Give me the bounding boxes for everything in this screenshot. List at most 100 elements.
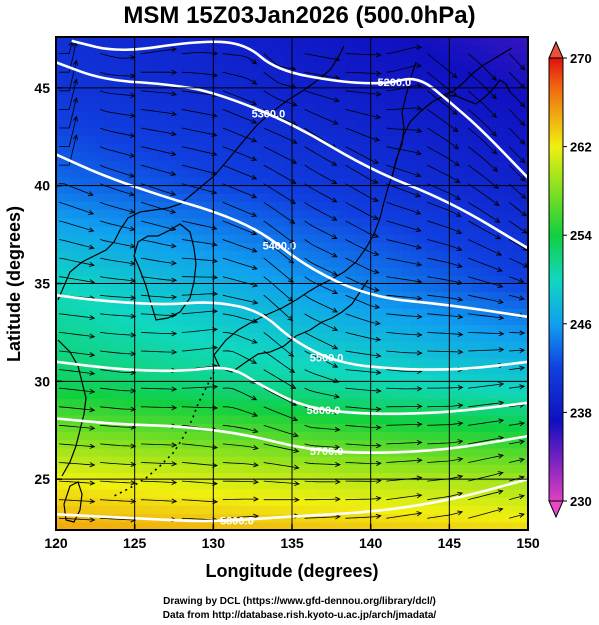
heatmap-cell — [181, 505, 191, 515]
heatmap-cell — [142, 102, 151, 112]
heatmap-cell — [480, 127, 490, 137]
heatmap-cell — [433, 324, 443, 334]
heatmap-cell — [520, 37, 528, 46]
heatmap-cell — [158, 308, 167, 317]
heatmap-cell — [386, 152, 395, 161]
heatmap-cell — [181, 373, 191, 383]
heatmap-cell — [512, 423, 521, 432]
heatmap-cell — [158, 61, 167, 71]
heatmap-cell — [118, 69, 128, 79]
heatmap-cell — [111, 135, 120, 145]
heatmap-cell — [284, 423, 293, 432]
heatmap-cell — [79, 135, 89, 145]
heatmap-cell — [323, 431, 332, 441]
heatmap-cell — [449, 390, 458, 400]
heatmap-cell — [425, 37, 435, 46]
heatmap-cell — [292, 488, 301, 498]
heatmap-cell — [417, 357, 427, 367]
heatmap-cell — [331, 456, 340, 465]
heatmap-cell — [449, 382, 458, 391]
heatmap-cell — [441, 201, 450, 211]
heatmap-cell — [189, 176, 199, 186]
heatmap-cell — [386, 69, 395, 79]
wind-streamline — [345, 462, 381, 465]
heatmap-cell — [79, 267, 89, 276]
heatmap-cell — [386, 127, 395, 137]
heatmap-cell — [252, 119, 262, 128]
heatmap-cell — [441, 242, 450, 252]
heatmap-cell — [268, 209, 277, 219]
heatmap-cell — [354, 488, 364, 498]
heatmap-cell — [111, 250, 120, 260]
heatmap-cell — [299, 398, 309, 408]
heatmap-cell — [103, 86, 112, 96]
heatmap-cell — [260, 152, 269, 161]
heatmap-cell — [354, 505, 364, 515]
heatmap-cell — [166, 135, 175, 145]
wind-streamline — [222, 332, 257, 344]
heatmap-cell — [244, 78, 254, 87]
heatmap-cell — [197, 168, 207, 178]
wind-streamline — [100, 276, 136, 282]
wind-arrowhead — [496, 250, 503, 256]
heatmap-cell — [441, 464, 450, 474]
heatmap-cell — [465, 193, 474, 202]
heatmap-cell — [362, 160, 372, 170]
wind-streamline — [468, 508, 503, 519]
wind-streamline — [427, 220, 462, 234]
heatmap-cell — [213, 423, 222, 432]
wind-streamline — [427, 332, 463, 336]
heatmap-cell — [244, 201, 254, 211]
heatmap-cell — [79, 283, 89, 293]
heatmap-cell — [126, 505, 136, 515]
wind-streamline — [508, 146, 525, 163]
heatmap-cell — [331, 357, 340, 367]
heatmap-cell — [236, 324, 246, 334]
heatmap-cell — [472, 160, 482, 170]
heatmap-cell — [394, 110, 403, 120]
heatmap-cell — [347, 406, 356, 416]
heatmap-cell — [386, 497, 395, 506]
wind-streamline — [59, 406, 95, 411]
heatmap-cell — [284, 152, 293, 161]
heatmap-cell — [56, 193, 65, 202]
wind-streamline — [263, 220, 295, 244]
heatmap-cell — [213, 291, 222, 301]
heatmap-cell — [402, 69, 411, 79]
heatmap-cell — [378, 456, 387, 465]
heatmap-cell — [472, 308, 482, 317]
wind-streamline — [141, 71, 177, 73]
heatmap-cell — [284, 168, 293, 178]
heatmap-cell — [213, 349, 222, 359]
heatmap-cell — [410, 423, 419, 432]
heatmap-cell — [362, 110, 372, 120]
heatmap-cell — [496, 61, 505, 71]
heatmap-cell — [339, 332, 348, 342]
heatmap-cell — [323, 275, 332, 285]
heatmap-cell — [441, 414, 450, 424]
heatmap-cell — [103, 505, 112, 515]
heatmap-cell — [488, 291, 498, 301]
heatmap-cell — [174, 242, 183, 252]
heatmap-cell — [457, 193, 466, 202]
heatmap-cell — [480, 497, 490, 506]
wind-streamline — [263, 90, 297, 106]
heatmap-cell — [307, 94, 317, 104]
heatmap-cell — [504, 414, 513, 424]
heatmap-cell — [103, 78, 112, 87]
wind-arrowhead — [292, 432, 299, 438]
heatmap-cell — [362, 119, 372, 128]
heatmap-cell — [370, 69, 380, 79]
heatmap-cell — [268, 480, 277, 490]
wind-arrowhead — [374, 136, 381, 142]
heatmap-cell — [292, 45, 301, 55]
heatmap-cell — [378, 110, 387, 120]
heatmap-cell — [339, 176, 348, 186]
heatmap-cell — [425, 160, 435, 170]
heatmap-cell — [134, 53, 144, 63]
heatmap-cell — [244, 505, 254, 515]
heatmap-cell — [488, 521, 498, 530]
heatmap-cell — [166, 176, 175, 186]
heatmap-cell — [56, 497, 65, 506]
heatmap-cell — [417, 275, 427, 285]
